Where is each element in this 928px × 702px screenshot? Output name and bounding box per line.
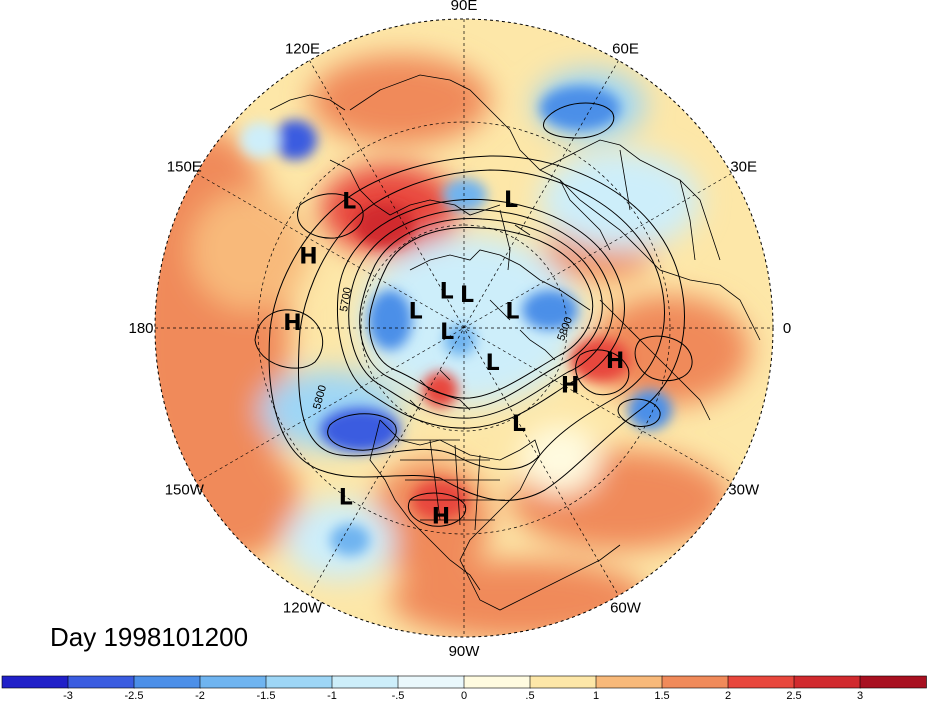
colorbar-swatch [331,675,399,689]
colorbar-swatch [199,675,267,689]
colorbar-tick-label: 1 [593,690,599,702]
colorbar-swatch [529,675,597,689]
low-pressure-center: L [339,486,353,511]
longitude-label: 90E [451,0,478,14]
colorbar-swatch [133,675,201,689]
colorbar-swatch [397,675,465,689]
low-pressure-center: L [409,299,423,324]
contour-label: 5700 [338,286,354,312]
colorbar-tick-label: -3 [63,690,73,702]
longitude-label: 30E [730,159,757,176]
high-pressure-center: H [299,245,317,270]
colorbar-tick-label: -1 [327,690,337,702]
colorbar-tick-label: 2 [725,690,731,702]
colorbar-tick-label: 1.5 [654,690,669,702]
colorbar-swatch [463,675,531,689]
high-pressure-center: H [561,373,579,398]
day-title: Day 1998101200 [50,622,248,652]
high-pressure-center: H [432,504,450,529]
longitude-label: 120E [285,40,320,57]
anomaly-field [155,19,773,637]
longitude-label: 90W [449,643,481,660]
longitude-label: 60W [610,600,642,617]
colorbar: -3 -2.5 -2 -1.5 -1 -.5 0 .5 1 1.5 2 2.5 3 [1,675,927,702]
low-pressure-center: L [440,280,454,305]
map-boundary [154,18,774,638]
longitude-label: 30W [728,482,760,499]
low-pressure-center: L [505,299,519,324]
high-pressure-center: H [606,349,624,374]
longitude-labels: 90E 60E 30E 0 30W 60W 90W 120W 150W 180 150E 120E [128,0,791,660]
low-pressure-center: L [512,412,526,437]
high-pressure-center: H [283,311,301,336]
colorbar-swatch [67,675,135,689]
low-pressure-center: L [440,320,454,345]
low-pressure-center: L [504,188,518,213]
coastlines [269,74,761,611]
colorbar-tick-label: .5 [525,690,534,702]
colorbar-tick-label: -.5 [392,690,405,702]
colorbar-swatch [265,675,333,689]
colorbar-tick-label: -1.5 [257,690,276,702]
colorbar-swatch [793,675,861,689]
colorbar-swatch [727,675,795,689]
longitude-label: 180 [128,320,153,337]
colorbar-swatch [859,675,927,689]
graticule [155,19,773,637]
colorbar-swatch [595,675,663,689]
low-pressure-center: L [486,351,500,376]
longitude-label: 120W [283,600,323,617]
colorbar-tick-label: 3 [857,690,863,702]
colorbar-tick-label: 2.5 [786,690,801,702]
longitude-label: 150W [165,482,205,499]
longitude-label: 0 [783,320,791,337]
longitude-label: 150E [167,159,202,176]
colorbar-swatch [661,675,729,689]
longitude-label: 60E [612,40,639,57]
colorbar-tick-label: -2.5 [125,690,144,702]
low-pressure-center: L [460,283,474,308]
low-pressure-center: L [342,189,356,214]
colorbar-tick-label: 0 [461,690,467,702]
colorbar-swatch [1,675,69,689]
colorbar-tick-label: -2 [195,690,205,702]
